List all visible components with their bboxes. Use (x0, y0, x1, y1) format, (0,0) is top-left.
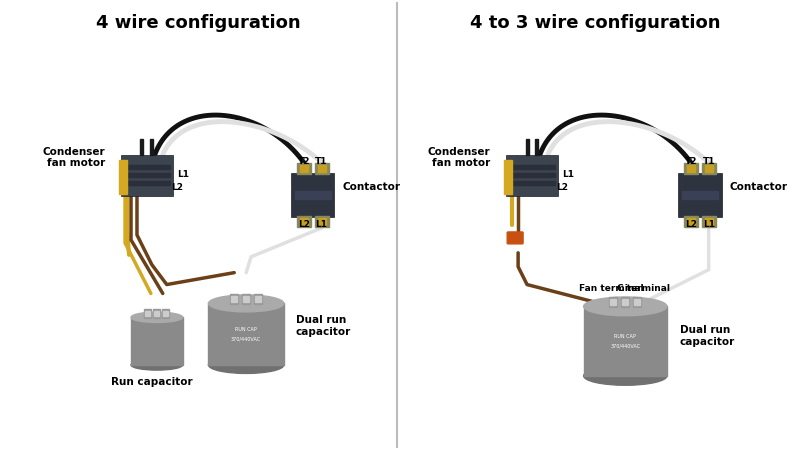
Bar (146, 311, 150, 316)
Text: Dual run
capacitor: Dual run capacitor (680, 325, 735, 347)
Bar (610, 297, 618, 307)
Text: RUN CAP: RUN CAP (614, 333, 636, 339)
Bar (705, 166, 713, 172)
Bar (124, 166, 170, 169)
Bar (526, 139, 529, 154)
Bar (682, 191, 718, 199)
Text: Condenser
fan motor: Condenser fan motor (42, 147, 106, 168)
Bar (141, 139, 143, 154)
Bar (509, 181, 555, 185)
Text: 4 to 3 wire configuration: 4 to 3 wire configuration (470, 14, 721, 32)
Text: L2: L2 (685, 220, 697, 229)
Bar (702, 163, 716, 175)
Bar (705, 218, 713, 225)
Bar (702, 216, 716, 227)
Bar (318, 218, 326, 225)
Ellipse shape (584, 297, 667, 316)
Bar (243, 297, 249, 302)
Bar (622, 297, 630, 307)
Text: T1: T1 (702, 158, 715, 166)
Text: L2: L2 (170, 183, 182, 192)
Bar (300, 218, 308, 225)
Ellipse shape (584, 366, 667, 385)
Ellipse shape (209, 356, 284, 374)
Bar (131, 317, 182, 365)
Text: C terminal: C terminal (617, 284, 670, 292)
Bar (255, 297, 261, 302)
Bar (300, 166, 308, 172)
Bar (687, 218, 694, 225)
Bar (535, 139, 538, 154)
Text: L1: L1 (315, 220, 327, 229)
Bar (634, 297, 641, 307)
Text: Fan terminal: Fan terminal (579, 284, 644, 292)
Text: Dual run
capacitor: Dual run capacitor (296, 315, 351, 337)
Text: Run capacitor: Run capacitor (111, 377, 193, 387)
Bar (506, 154, 558, 196)
Bar (509, 166, 555, 169)
Bar (509, 173, 555, 177)
Bar (209, 303, 284, 365)
Bar (687, 166, 694, 172)
Text: Contactor: Contactor (342, 182, 401, 192)
Bar (504, 161, 512, 194)
Bar (119, 161, 127, 194)
Bar (0, 2, 397, 448)
Bar (124, 173, 170, 177)
Ellipse shape (131, 360, 182, 370)
Bar (314, 216, 329, 227)
Bar (154, 309, 160, 318)
Bar (291, 173, 334, 217)
Text: L1: L1 (562, 171, 574, 180)
Bar (231, 297, 238, 302)
Bar (294, 191, 330, 199)
Bar (684, 216, 698, 227)
Text: 370/440VAC: 370/440VAC (231, 337, 262, 342)
Bar (318, 166, 326, 172)
Bar (163, 311, 168, 316)
Bar (145, 309, 151, 318)
Bar (121, 154, 173, 196)
Bar (397, 2, 794, 448)
Text: 370/440VAC: 370/440VAC (610, 344, 640, 349)
Text: T2: T2 (298, 158, 310, 166)
Bar (124, 181, 170, 185)
Bar (230, 294, 238, 304)
Text: L1: L1 (702, 220, 714, 229)
Text: RUN CAP: RUN CAP (235, 327, 257, 332)
Bar (584, 306, 667, 376)
Bar (622, 299, 628, 306)
Bar (242, 294, 250, 304)
Bar (150, 139, 154, 154)
Bar (154, 311, 159, 316)
Text: T1: T1 (315, 158, 328, 166)
Bar (254, 294, 262, 304)
Bar (314, 163, 329, 175)
Bar (684, 163, 698, 175)
Text: L1: L1 (177, 171, 189, 180)
Text: Condenser
fan motor: Condenser fan motor (428, 147, 490, 168)
Text: T2: T2 (685, 158, 697, 166)
Bar (162, 309, 170, 318)
Ellipse shape (209, 295, 284, 312)
Text: L2: L2 (298, 220, 310, 229)
Ellipse shape (131, 312, 182, 323)
Bar (634, 299, 640, 306)
Text: 4 wire configuration: 4 wire configuration (96, 14, 301, 32)
Bar (297, 216, 310, 227)
Bar (610, 299, 616, 306)
Text: L2: L2 (556, 183, 568, 192)
Bar (678, 173, 722, 217)
Text: Contactor: Contactor (730, 182, 787, 192)
Bar (297, 163, 310, 175)
FancyBboxPatch shape (507, 232, 523, 244)
